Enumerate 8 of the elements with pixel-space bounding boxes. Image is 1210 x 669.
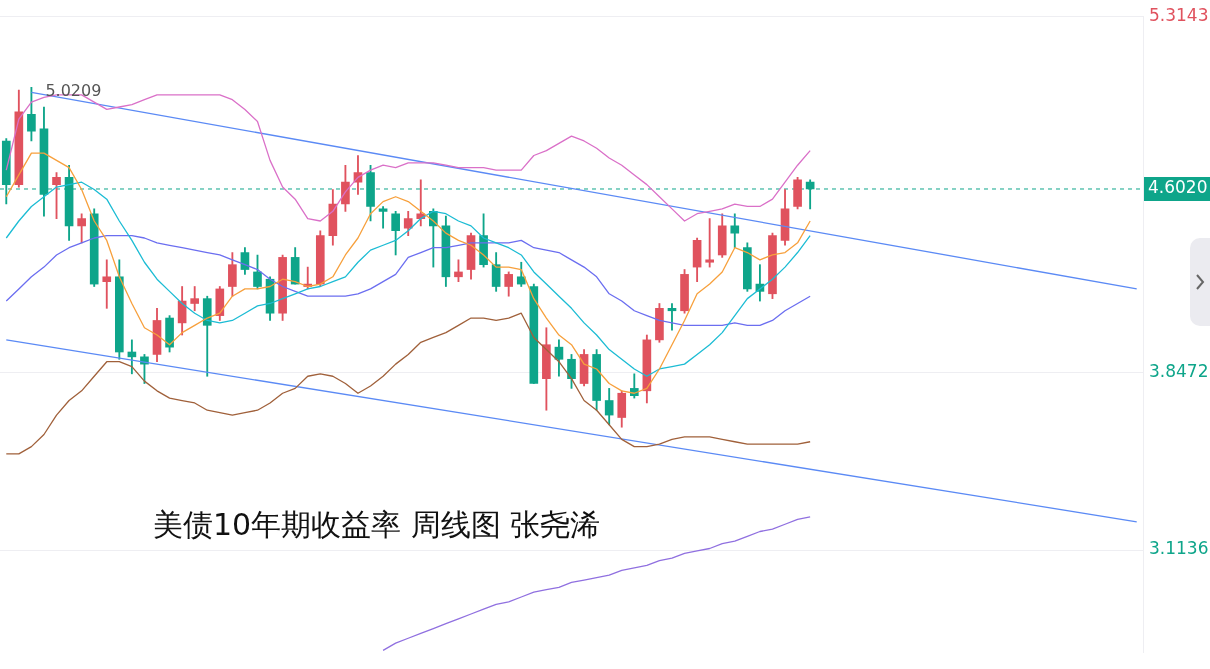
ref-line-label: 4.6020 [1148,177,1208,198]
candlestick [705,218,714,268]
text: 美债10年期收益率 周线图 张尧浠 [153,506,601,544]
y-tick-label: 3.8472 [1149,360,1209,381]
annotation: 5.0209 [45,80,102,100]
y-tick-label: 3.1136 [1149,538,1209,559]
candlestick [102,259,112,309]
y-tick-label: 5.3143 [1149,4,1209,25]
